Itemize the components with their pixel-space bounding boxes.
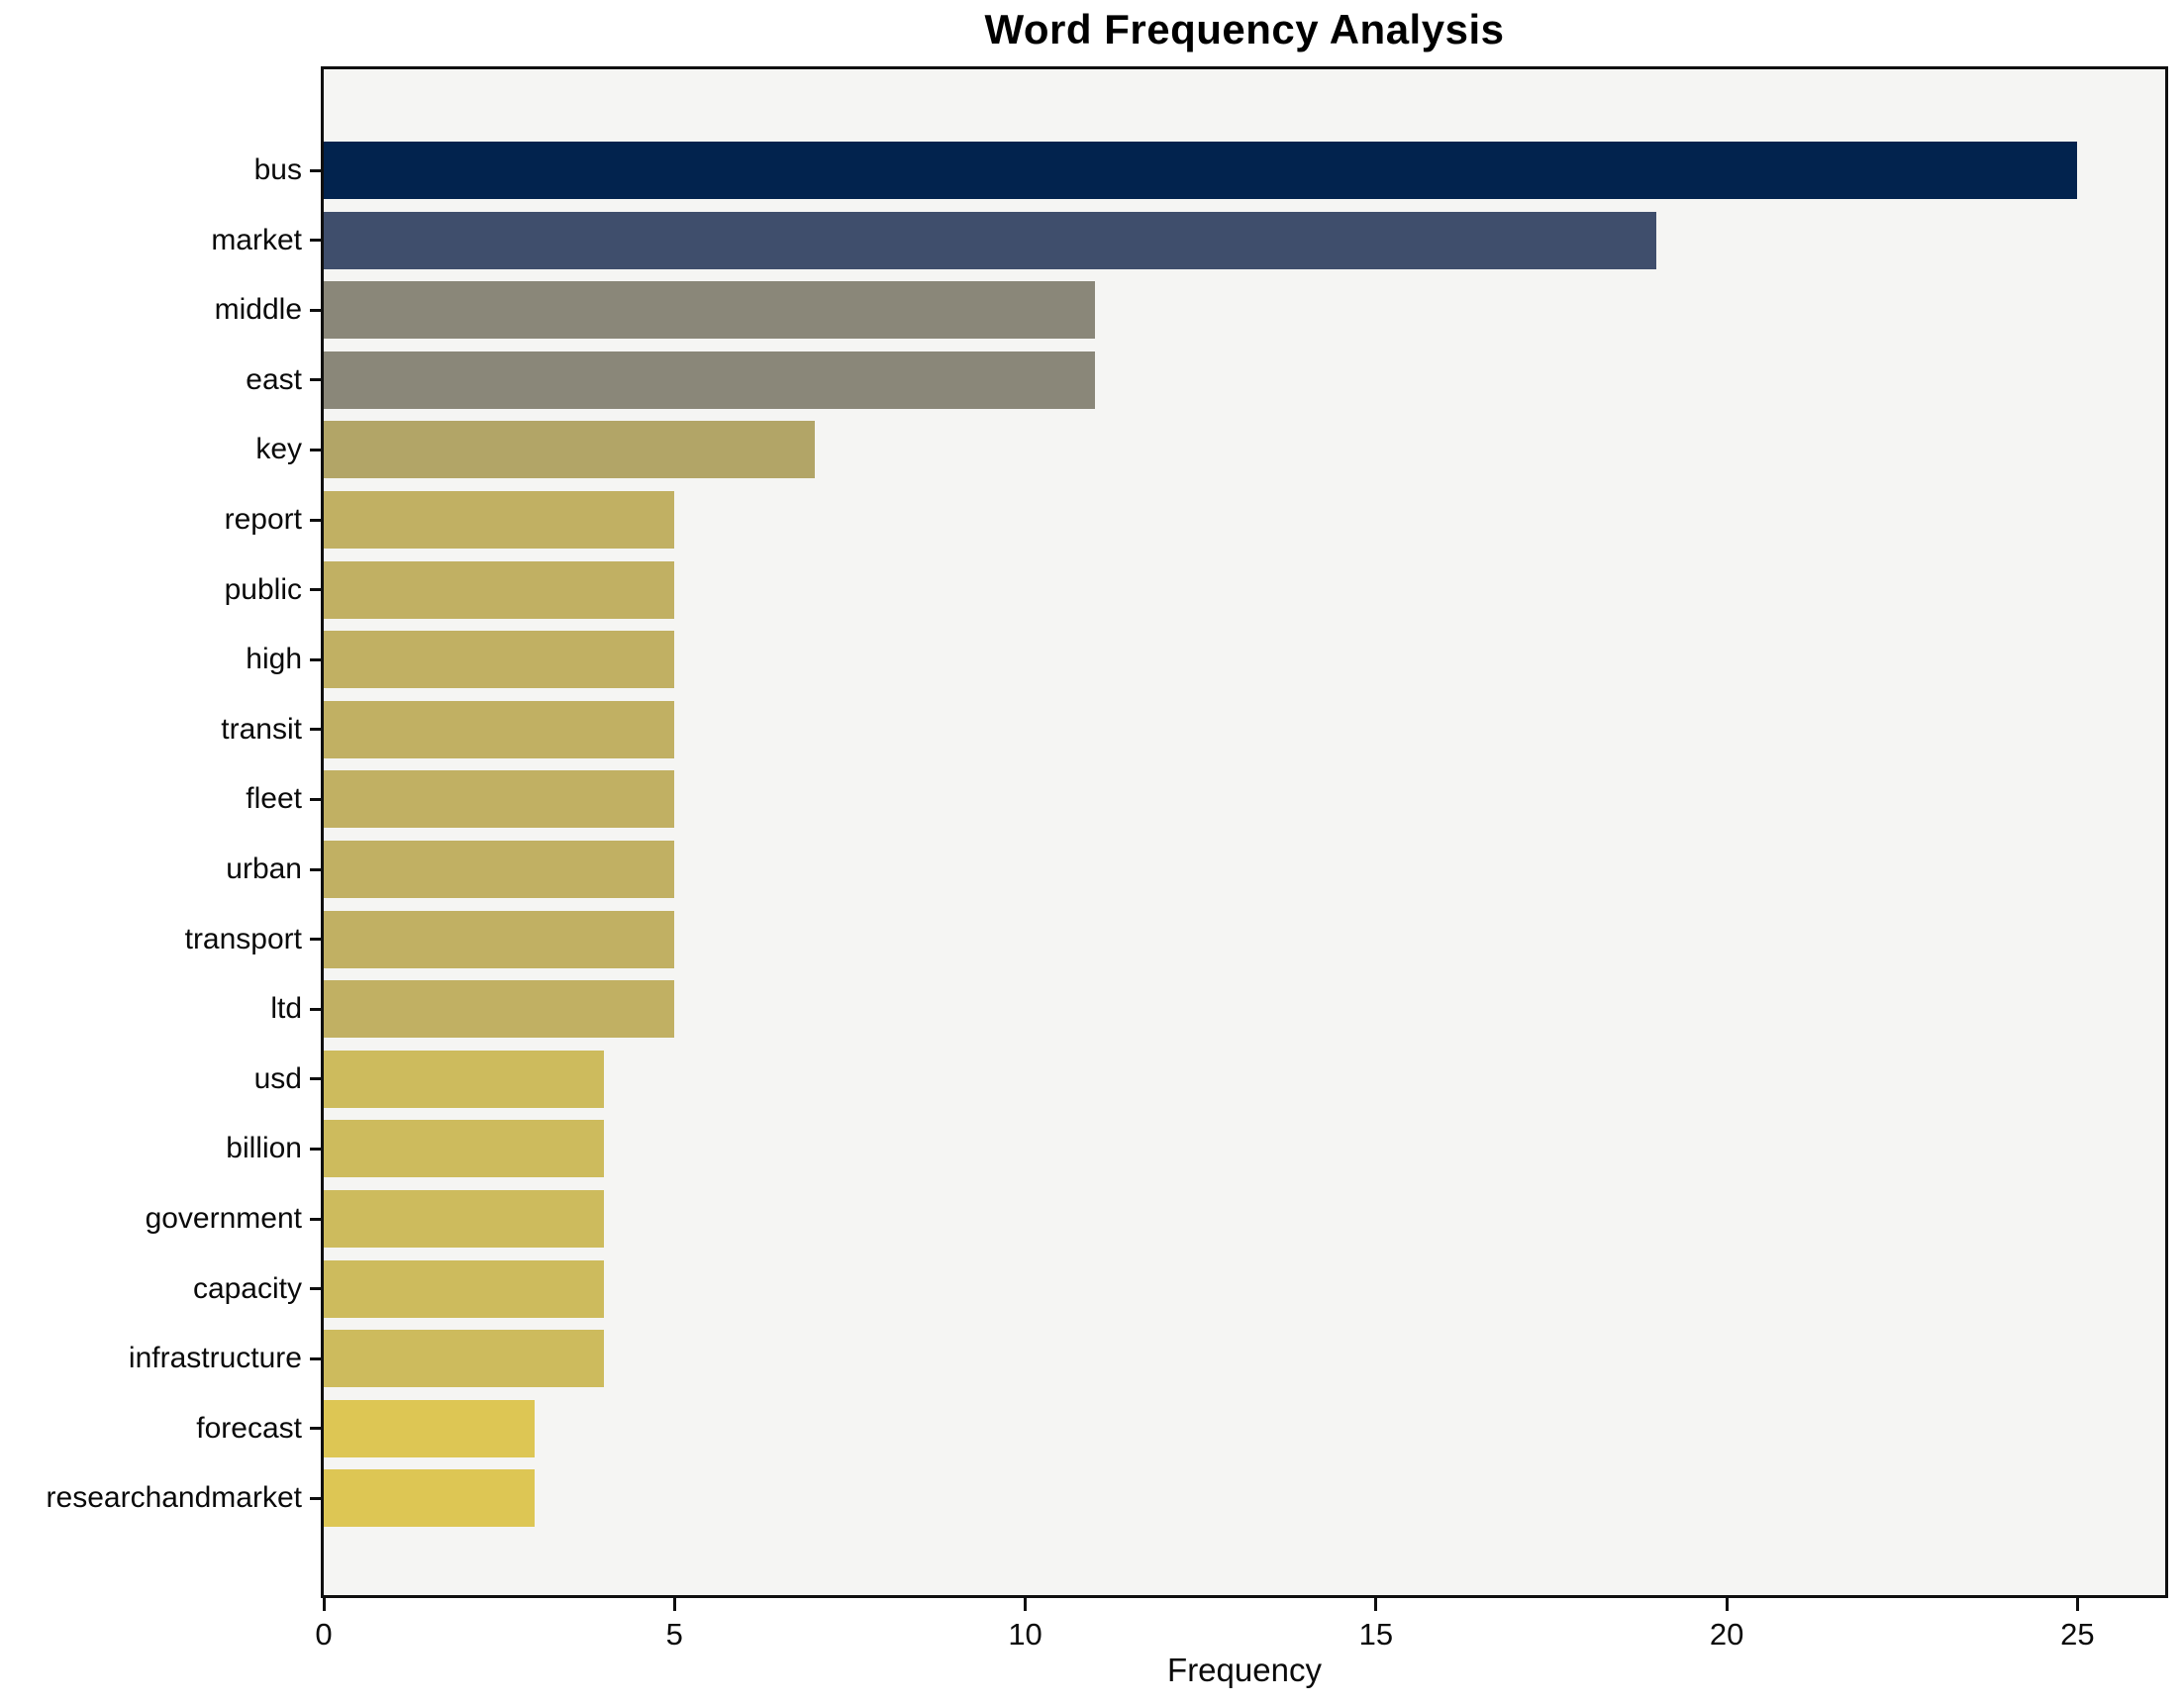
- y-tick-label-researchandmarket: researchandmarket: [46, 1481, 302, 1515]
- y-tick-mark: [310, 938, 324, 942]
- y-tick-mark: [310, 1077, 324, 1081]
- y-tick-mark: [310, 867, 324, 871]
- bar-east: [324, 351, 1096, 409]
- bar-government: [324, 1190, 605, 1248]
- y-tick-mark: [310, 1007, 324, 1011]
- y-tick-label-capacity: capacity: [192, 1271, 302, 1305]
- y-tick-mark: [310, 168, 324, 172]
- y-tick-label-government: government: [145, 1202, 302, 1235]
- x-tick-mark: [322, 1597, 326, 1611]
- y-tick-label-bus: bus: [253, 153, 302, 186]
- y-tick-mark: [310, 657, 324, 661]
- y-tick-label-urban: urban: [226, 852, 302, 885]
- x-tick-label-15: 15: [1358, 1617, 1394, 1652]
- bar-report: [324, 491, 675, 549]
- bar-billion: [324, 1120, 605, 1178]
- x-tick-mark: [1725, 1597, 1729, 1611]
- x-axis-label: Frequency: [1167, 1652, 1322, 1688]
- bar-middle: [324, 281, 1096, 340]
- y-tick-mark: [310, 1287, 324, 1291]
- x-tick-mark: [2075, 1597, 2079, 1611]
- y-tick-label-billion: billion: [226, 1132, 302, 1165]
- chart-title: Word Frequency Analysis: [984, 6, 1505, 52]
- bar-researchandmarket: [324, 1469, 535, 1528]
- y-tick-label-report: report: [224, 503, 302, 536]
- y-tick-mark: [310, 1217, 324, 1221]
- y-tick-mark: [310, 1496, 324, 1500]
- bar-infrastructure: [324, 1330, 605, 1388]
- bar-market: [324, 211, 1657, 269]
- y-tick-mark: [310, 308, 324, 312]
- y-tick-mark: [310, 1356, 324, 1360]
- y-tick-label-public: public: [224, 572, 302, 606]
- y-tick-label-fleet: fleet: [246, 782, 302, 816]
- bar-fleet: [324, 770, 675, 829]
- y-tick-label-transit: transit: [221, 712, 302, 746]
- y-tick-mark: [310, 239, 324, 243]
- y-tick-label-infrastructure: infrastructure: [128, 1342, 302, 1375]
- y-tick-mark: [310, 378, 324, 382]
- bar-transit: [324, 700, 675, 758]
- y-tick-label-middle: middle: [214, 293, 302, 327]
- y-tick-mark: [310, 1147, 324, 1151]
- bar-bus: [324, 142, 2078, 199]
- y-tick-label-east: east: [246, 362, 302, 396]
- y-tick-label-usd: usd: [253, 1061, 302, 1095]
- x-tick-mark: [672, 1597, 676, 1611]
- y-tick-label-transport: transport: [184, 922, 302, 955]
- y-tick-mark: [310, 1427, 324, 1431]
- bar-ltd: [324, 980, 675, 1039]
- x-tick-mark: [1024, 1597, 1028, 1611]
- bar-public: [324, 560, 675, 619]
- y-tick-label-ltd: ltd: [270, 992, 302, 1026]
- plot-area: [324, 69, 2165, 1595]
- x-tick-label-25: 25: [2060, 1617, 2095, 1652]
- y-tick-mark: [310, 518, 324, 522]
- y-tick-mark: [310, 797, 324, 801]
- x-tick-label-20: 20: [1709, 1617, 1744, 1652]
- y-tick-mark: [310, 448, 324, 451]
- y-tick-label-market: market: [211, 223, 302, 256]
- y-tick-label-high: high: [246, 643, 302, 676]
- y-tick-label-key: key: [255, 433, 302, 466]
- bar-urban: [324, 841, 675, 898]
- bar-transport: [324, 910, 675, 968]
- y-tick-label-forecast: forecast: [196, 1411, 302, 1445]
- bar-high: [324, 631, 675, 689]
- y-tick-mark: [310, 588, 324, 592]
- bar-key: [324, 421, 815, 479]
- x-tick-label-5: 5: [665, 1617, 683, 1652]
- x-tick-label-10: 10: [1008, 1617, 1042, 1652]
- bar-forecast: [324, 1399, 535, 1457]
- bar-capacity: [324, 1259, 605, 1318]
- y-tick-mark: [310, 728, 324, 732]
- x-tick-label-0: 0: [315, 1617, 333, 1652]
- x-tick-mark: [1374, 1597, 1378, 1611]
- bar-usd: [324, 1050, 605, 1108]
